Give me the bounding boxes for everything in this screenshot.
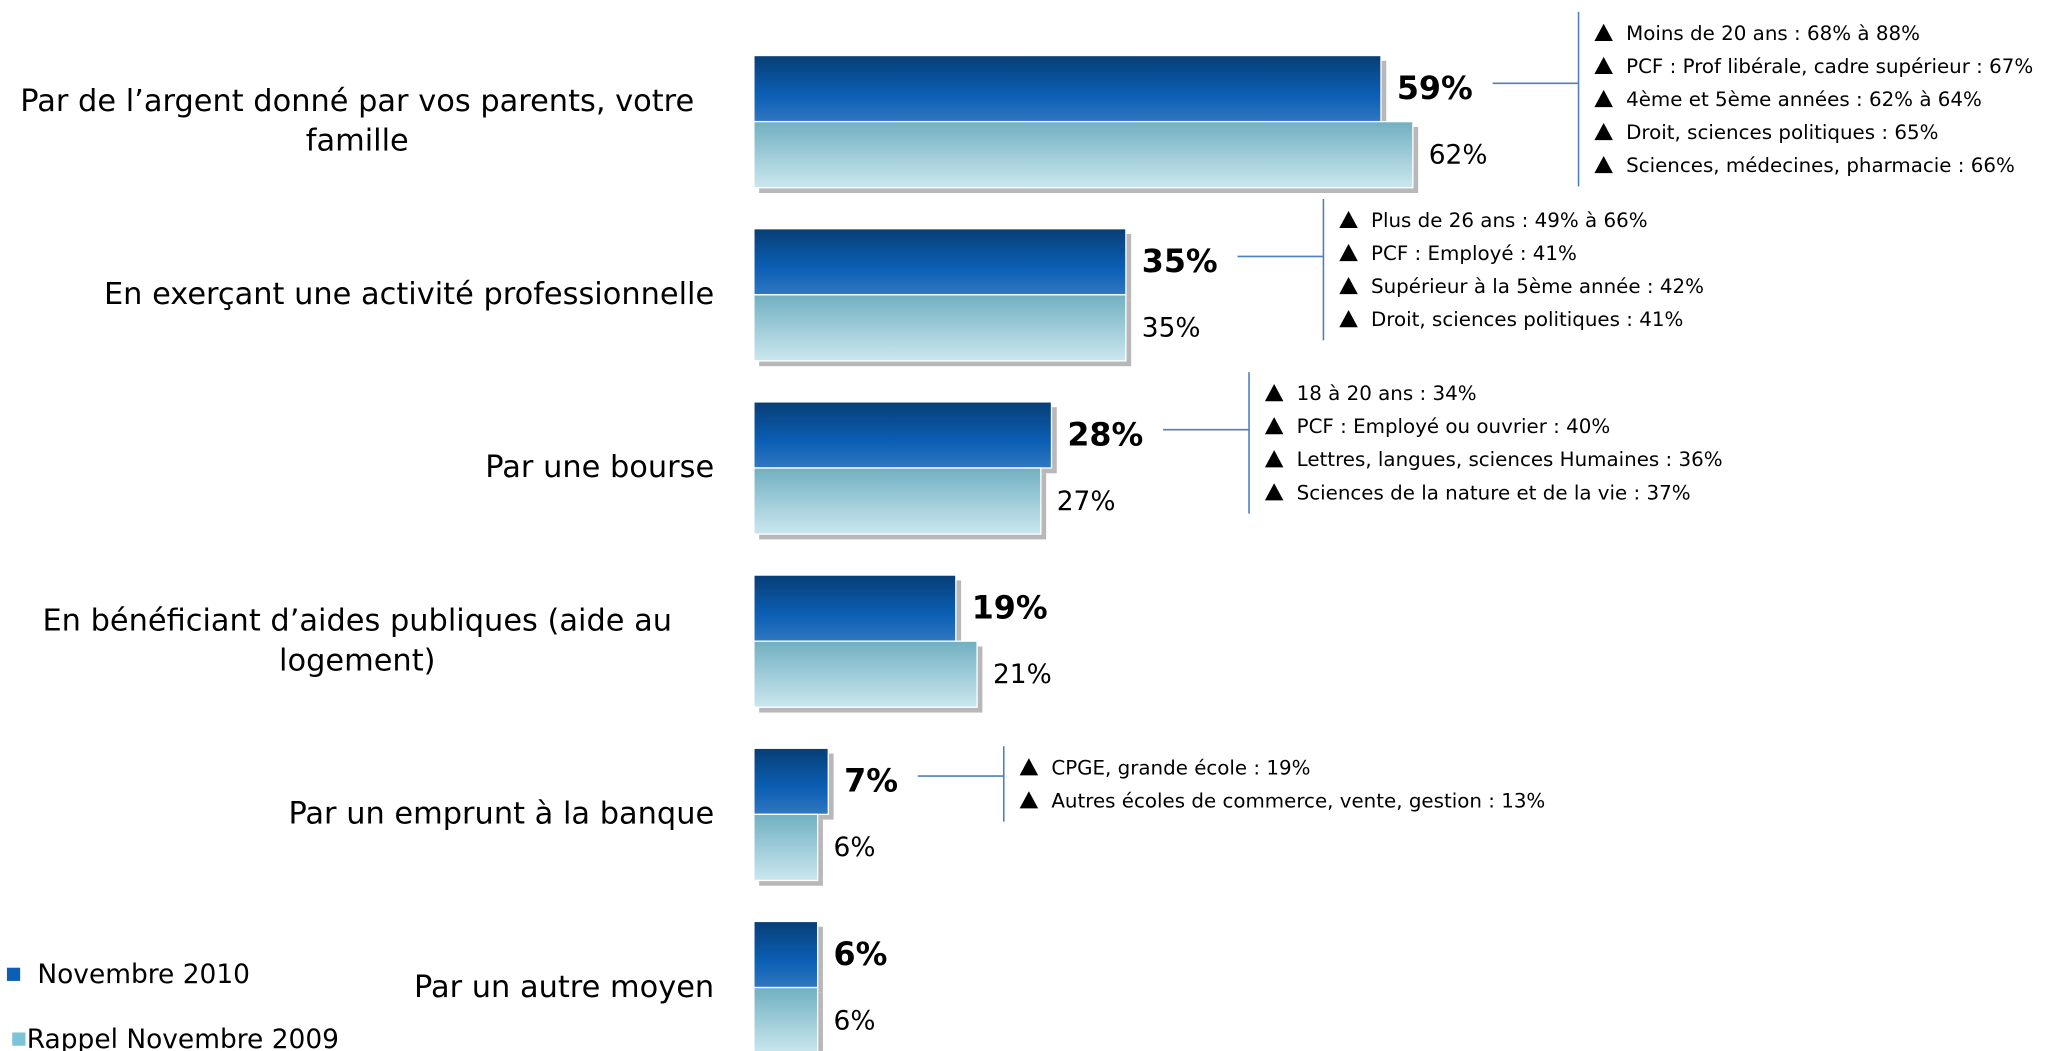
triangle-bullet <box>1339 310 1358 328</box>
category-label: Par de l’argent donné par vos parents, v… <box>20 84 695 159</box>
annotation-text: PCF : Employé ou ouvrier : 40% <box>1297 415 1611 438</box>
bar <box>753 467 1042 535</box>
bar <box>753 574 957 642</box>
category-label-box: Par un autre moyen <box>0 921 714 1051</box>
category-label-box: Par une bourse <box>0 402 714 534</box>
annotation-text: Lettres, langues, sciences Humaines : 36… <box>1297 448 1723 471</box>
category-label: Par un emprunt à la banque <box>288 797 715 832</box>
bar <box>753 640 978 708</box>
value-label: 6% <box>834 1005 876 1036</box>
annotation-text: Plus de 26 ans : 49% à 66% <box>1371 209 1648 232</box>
bar <box>753 228 1127 296</box>
value-label: 35% <box>1142 244 1218 280</box>
triangle-bullet <box>1019 791 1039 809</box>
triangle-bullet <box>1264 450 1284 468</box>
value-label: 7% <box>844 764 898 800</box>
bar <box>753 986 819 1051</box>
value-label: 27% <box>1057 486 1116 517</box>
triangle-bullet <box>1594 23 1613 41</box>
value-label: 28% <box>1067 417 1143 453</box>
category-label-box: En bénéficiant d’aides publiques (aide a… <box>0 575 714 707</box>
annotation-text: Sciences, médecines, pharmacie : 66% <box>1626 154 2015 177</box>
value-label: 6% <box>834 937 888 973</box>
triangle-bullet <box>1339 210 1358 229</box>
bar <box>753 401 1053 469</box>
bar <box>753 54 1382 123</box>
annotation-text: Autres écoles de commerce, vente, gestio… <box>1051 789 1545 812</box>
category-label-wrap: Par de l’argent donné par vos parents, v… <box>0 56 714 188</box>
bar <box>753 294 1127 362</box>
annotation-text: PCF : Prof libérale, cadre supérieur : 6… <box>1626 55 2033 78</box>
legend-label: Novembre 2010 <box>37 959 250 990</box>
value-label: 19% <box>972 590 1048 626</box>
category-label-wrap: En exerçant une activité professionnelle <box>0 229 714 361</box>
category-label-wrap: Par une bourse <box>0 402 714 534</box>
annotation-text: Sciences de la nature et de la vie : 37% <box>1297 481 1691 504</box>
category-label: Par un autre moyen <box>413 970 715 1005</box>
legend-swatch <box>6 967 21 981</box>
category-label-box: Par de l’argent donné par vos parents, v… <box>0 56 714 188</box>
category-label-wrap: Par un autre moyen <box>0 921 714 1051</box>
triangle-bullet <box>1594 155 1613 174</box>
bar <box>753 813 819 882</box>
annotation-text: 18 à 20 ans : 34% <box>1297 382 1477 405</box>
triangle-bullet <box>1264 417 1284 435</box>
bar <box>753 747 829 816</box>
value-label: 62% <box>1429 139 1488 170</box>
bar <box>753 920 819 989</box>
triangle-bullet <box>1264 483 1284 501</box>
triangle-bullet <box>1339 243 1358 262</box>
annotation-text: CPGE, grande école : 19% <box>1051 756 1310 779</box>
value-label: 35% <box>1142 313 1201 344</box>
category-label: En bénéficiant d’aides publiques (aide a… <box>42 604 673 679</box>
annotation-text: Supérieur à la 5ème année : 42% <box>1371 275 1704 298</box>
triangle-bullet <box>1594 89 1613 108</box>
annotation-text: PCF : Employé : 41% <box>1371 242 1577 265</box>
category-label-wrap: Par un emprunt à la banque <box>0 748 714 880</box>
annotation-text: 4ème et 5ème années : 62% à 64% <box>1626 88 1982 111</box>
category-label: En exerçant une activité professionnelle <box>103 277 715 312</box>
category-label-wrap: En bénéficiant d’aides publiques (aide a… <box>0 575 714 707</box>
category-label-box: En exerçant une activité professionnelle <box>0 229 714 361</box>
triangle-bullet <box>1339 276 1358 295</box>
annotation-text: Moins de 20 ans : 68% à 88% <box>1626 22 1920 45</box>
category-label: Par une bourse <box>485 450 715 486</box>
value-label: 6% <box>834 832 876 863</box>
triangle-bullet <box>1594 122 1613 141</box>
triangle-bullet <box>1019 758 1039 776</box>
annotation-text: Droit, sciences politiques : 41% <box>1371 308 1683 331</box>
triangle-bullet <box>1264 384 1284 402</box>
annotation-text: Droit, sciences politiques : 65% <box>1626 121 1938 144</box>
legend-swatch <box>12 1032 26 1046</box>
legend-label: Rappel Novembre 2009 <box>27 1024 339 1051</box>
category-label-box: Par un emprunt à la banque <box>0 748 714 880</box>
value-label: 59% <box>1397 71 1473 107</box>
triangle-bullet <box>1594 56 1613 75</box>
value-label: 21% <box>993 659 1052 690</box>
bar <box>753 120 1414 189</box>
